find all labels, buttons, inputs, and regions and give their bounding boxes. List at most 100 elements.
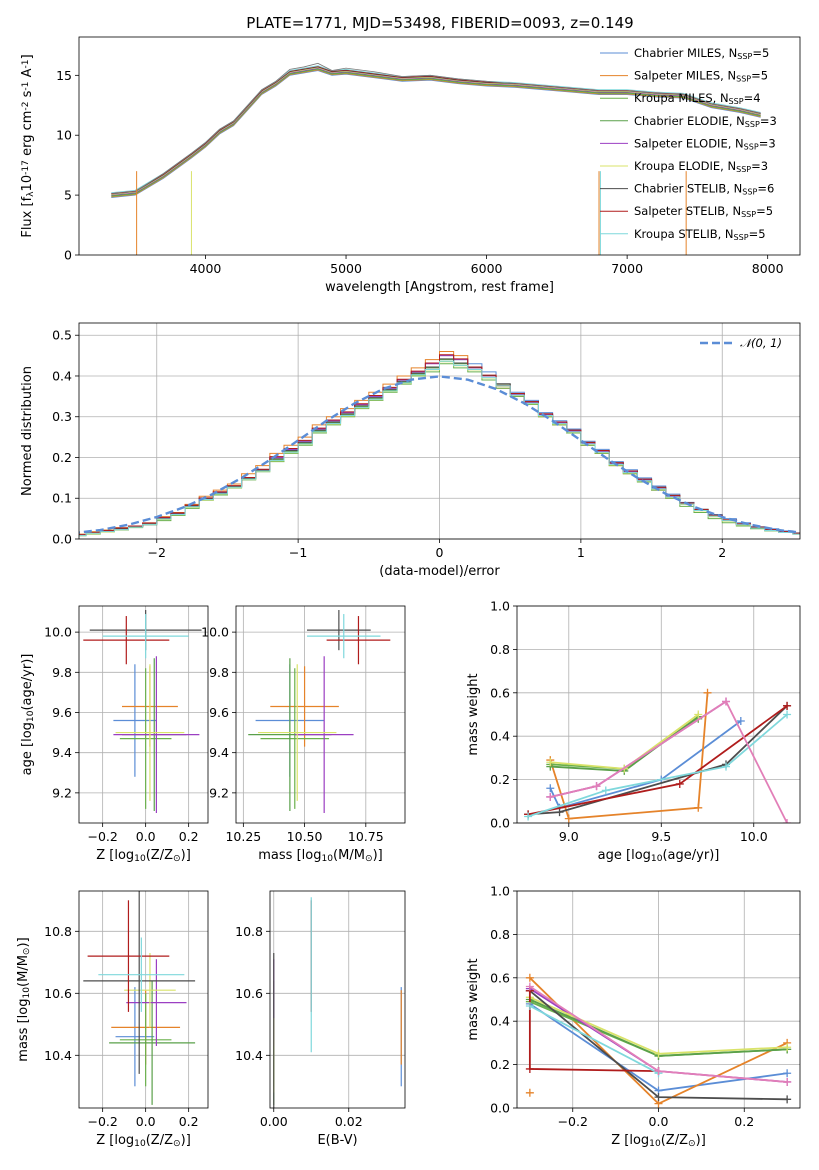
weight-line [529, 1005, 659, 1075]
spectrum-model-line [111, 67, 761, 195]
spectrum-axes: 4000 5000 6000 7000 8000 0 5 10 15 wavelength [An… [20, 36, 801, 295]
legend-label: Salpeter STELIB, NSSP=5 [634, 204, 773, 219]
mass_vs_Z-xlabel: Z [log10(Z/Z⊙)] [96, 1133, 191, 1149]
legend-label: Salpeter ELODIE, NSSP=3 [634, 136, 776, 151]
gaussian-curve [79, 375, 800, 534]
age_vs_mass-xtick-label: 10.75 [348, 829, 384, 844]
weight_vs_Z-xtick-label: 0.2 [734, 1114, 754, 1129]
weight-marker [601, 786, 610, 795]
weight_vs_age-xtick-label: 10.0 [740, 829, 768, 844]
weight_vs_age-ytick-label: 0.2 [490, 772, 510, 787]
residuals-xtick-label: 2 [718, 545, 726, 560]
mass_vs_Z-xtick-label: 0.2 [179, 1114, 199, 1129]
mass_vs_Z-plot-area [83, 891, 196, 1105]
weight-line [527, 713, 788, 818]
weight-marker [654, 1067, 663, 1076]
age_vs_Z-axes: −0.2 0.0 0.2 9.2 9.4 9.6 9.8 10.0 Z [log10(Z/Z⊙)… [20, 605, 209, 864]
weight_vs_age-frame [516, 605, 801, 824]
weight_vs_Z-ytick-label: 0.8 [490, 927, 510, 942]
weight-marker [592, 782, 601, 791]
age_vs_Z-ytick-label: 9.4 [52, 745, 72, 760]
weight-marker [675, 779, 684, 788]
weight-marker [703, 688, 712, 697]
gauss-legend-label: 𝒩(0, 1) [740, 336, 782, 350]
weight-marker [525, 1002, 534, 1011]
residuals-frame [78, 322, 801, 540]
spectrum-legend: Chabrier MILES, NSSP=5 Salpeter MILES, NS… [600, 46, 777, 242]
weight-line [527, 705, 788, 816]
weight-marker [722, 697, 731, 706]
residuals-ytick-label: 0.5 [52, 328, 72, 343]
spectrum-model-line [111, 67, 761, 196]
weight-marker [525, 982, 534, 991]
legend-label: Chabrier MILES, NSSP=5 [634, 46, 769, 61]
residuals-ytick-label: 0.2 [52, 450, 72, 465]
residuals-ytick-label: 0.4 [52, 368, 72, 383]
weight-marker [654, 1049, 663, 1058]
weight-marker [524, 812, 533, 821]
weight-marker [525, 1088, 534, 1097]
residuals-ylabel: Normed distribution [20, 366, 35, 496]
age_vs_Z-xtick-label: 0.0 [136, 829, 156, 844]
weight_vs_age-xlabel: age [log10(age/yr)] [598, 848, 720, 864]
mass_vs_ebv-frame [269, 890, 406, 1109]
weight-line [550, 700, 788, 823]
spectrum-model-line [111, 68, 761, 197]
spectrum-model-line [111, 70, 761, 198]
spectrum-xtick-label: 6000 [471, 261, 503, 276]
weight-marker [783, 1077, 792, 1086]
residuals-xtick-label: 1 [577, 545, 585, 560]
legend-label: Chabrier ELODIE, NSSP=3 [634, 114, 777, 129]
weight_vs_age-ylabel: mass weight [466, 673, 481, 755]
spectrum-ytick-label: 5 [64, 188, 72, 203]
weight_vs_Z-ytick-label: 1.0 [490, 884, 510, 899]
age_vs_Z-ytick-label: 9.2 [52, 785, 72, 800]
weight_vs_Z-xtick-label: −0.2 [558, 1114, 588, 1129]
age_vs_mass-axes: 10.25 10.50 10.75 9.2 9.4 9.6 9.8 10.0 mass [log… [201, 605, 406, 864]
age_vs_Z-plot-area [83, 610, 202, 813]
weight-line [528, 705, 788, 816]
age_vs_mass-xlabel: mass [log10(M/M⊙)] [258, 848, 382, 864]
mass_vs_ebv-xlabel: E(B-V) [317, 1133, 357, 1148]
age_vs_mass-ytick-label: 9.4 [209, 745, 229, 760]
weight-marker [546, 792, 555, 801]
weight-marker [654, 1093, 663, 1102]
weight_vs_Z-axes: −0.2 0.0 0.2 0.0 0.2 0.4 0.6 0.8 1.0 Z [log10(Z/Z… [466, 884, 801, 1149]
weight-marker [546, 784, 555, 793]
age_vs_mass-ytick-label: 10.0 [201, 625, 229, 640]
weight-marker [564, 814, 573, 823]
age_vs_Z-xlabel: Z [log10(Z/Z⊙)] [96, 848, 191, 864]
spectrum-ytick-label: 15 [56, 68, 72, 83]
histogram-step [79, 360, 800, 536]
residuals-ytick-label: 0.1 [52, 491, 72, 506]
weight_vs_Z-ytick-label: 0.6 [490, 970, 510, 985]
spectrum-frame [78, 36, 801, 256]
weight_vs_age-ytick-label: 0.6 [490, 685, 510, 700]
age_vs_mass-ytick-label: 9.8 [209, 665, 229, 680]
weight-line [549, 692, 709, 820]
weight_vs_age-axes: 9.0 9.5 10.0 0.0 0.2 0.4 0.6 0.8 1.0 age [log10(a… [466, 599, 801, 864]
weight-marker [783, 1043, 792, 1052]
weight-marker [783, 710, 792, 719]
mass_vs_Z-ytick-label: 10.8 [44, 924, 72, 939]
mass_vs_Z-ytick-label: 10.4 [44, 1048, 72, 1063]
age_vs_mass-xtick-label: 10.50 [287, 829, 323, 844]
weight-marker [783, 701, 792, 710]
weight-marker [694, 803, 703, 812]
age_vs_Z-ylabel: age [log10(age/yr)] [20, 654, 36, 776]
mass_vs_Z-xtick-label: −0.2 [87, 1114, 117, 1129]
weight_vs_age-ytick-label: 0.0 [490, 816, 510, 831]
weight-line [549, 720, 742, 809]
weight-line [550, 713, 699, 770]
mass_vs_Z-ytick-label: 10.6 [44, 986, 72, 1001]
mass_vs_ebv-axes: 0.00 0.02 10.4 10.6 10.8 E(B-V) [235, 890, 406, 1148]
weight_vs_Z-xtick-label: 0.0 [649, 1114, 669, 1129]
chart-title: PLATE=1771, MJD=53498, FIBERID=0093, z=0… [246, 14, 633, 32]
weight-marker [525, 1064, 534, 1073]
mass_vs_ebv-ytick-label: 10.8 [235, 924, 263, 939]
age_vs_mass-ytick-label: 9.6 [209, 705, 229, 720]
legend-label: Kroupa ELODIE, NSSP=3 [634, 159, 768, 174]
mass_vs_Z-axes: −0.2 0.0 0.2 10.4 10.6 10.8 Z [log10(Z/Z⊙)] mas… [16, 890, 209, 1149]
weight-line [550, 718, 699, 770]
spectrum-xtick-label: 7000 [611, 261, 643, 276]
